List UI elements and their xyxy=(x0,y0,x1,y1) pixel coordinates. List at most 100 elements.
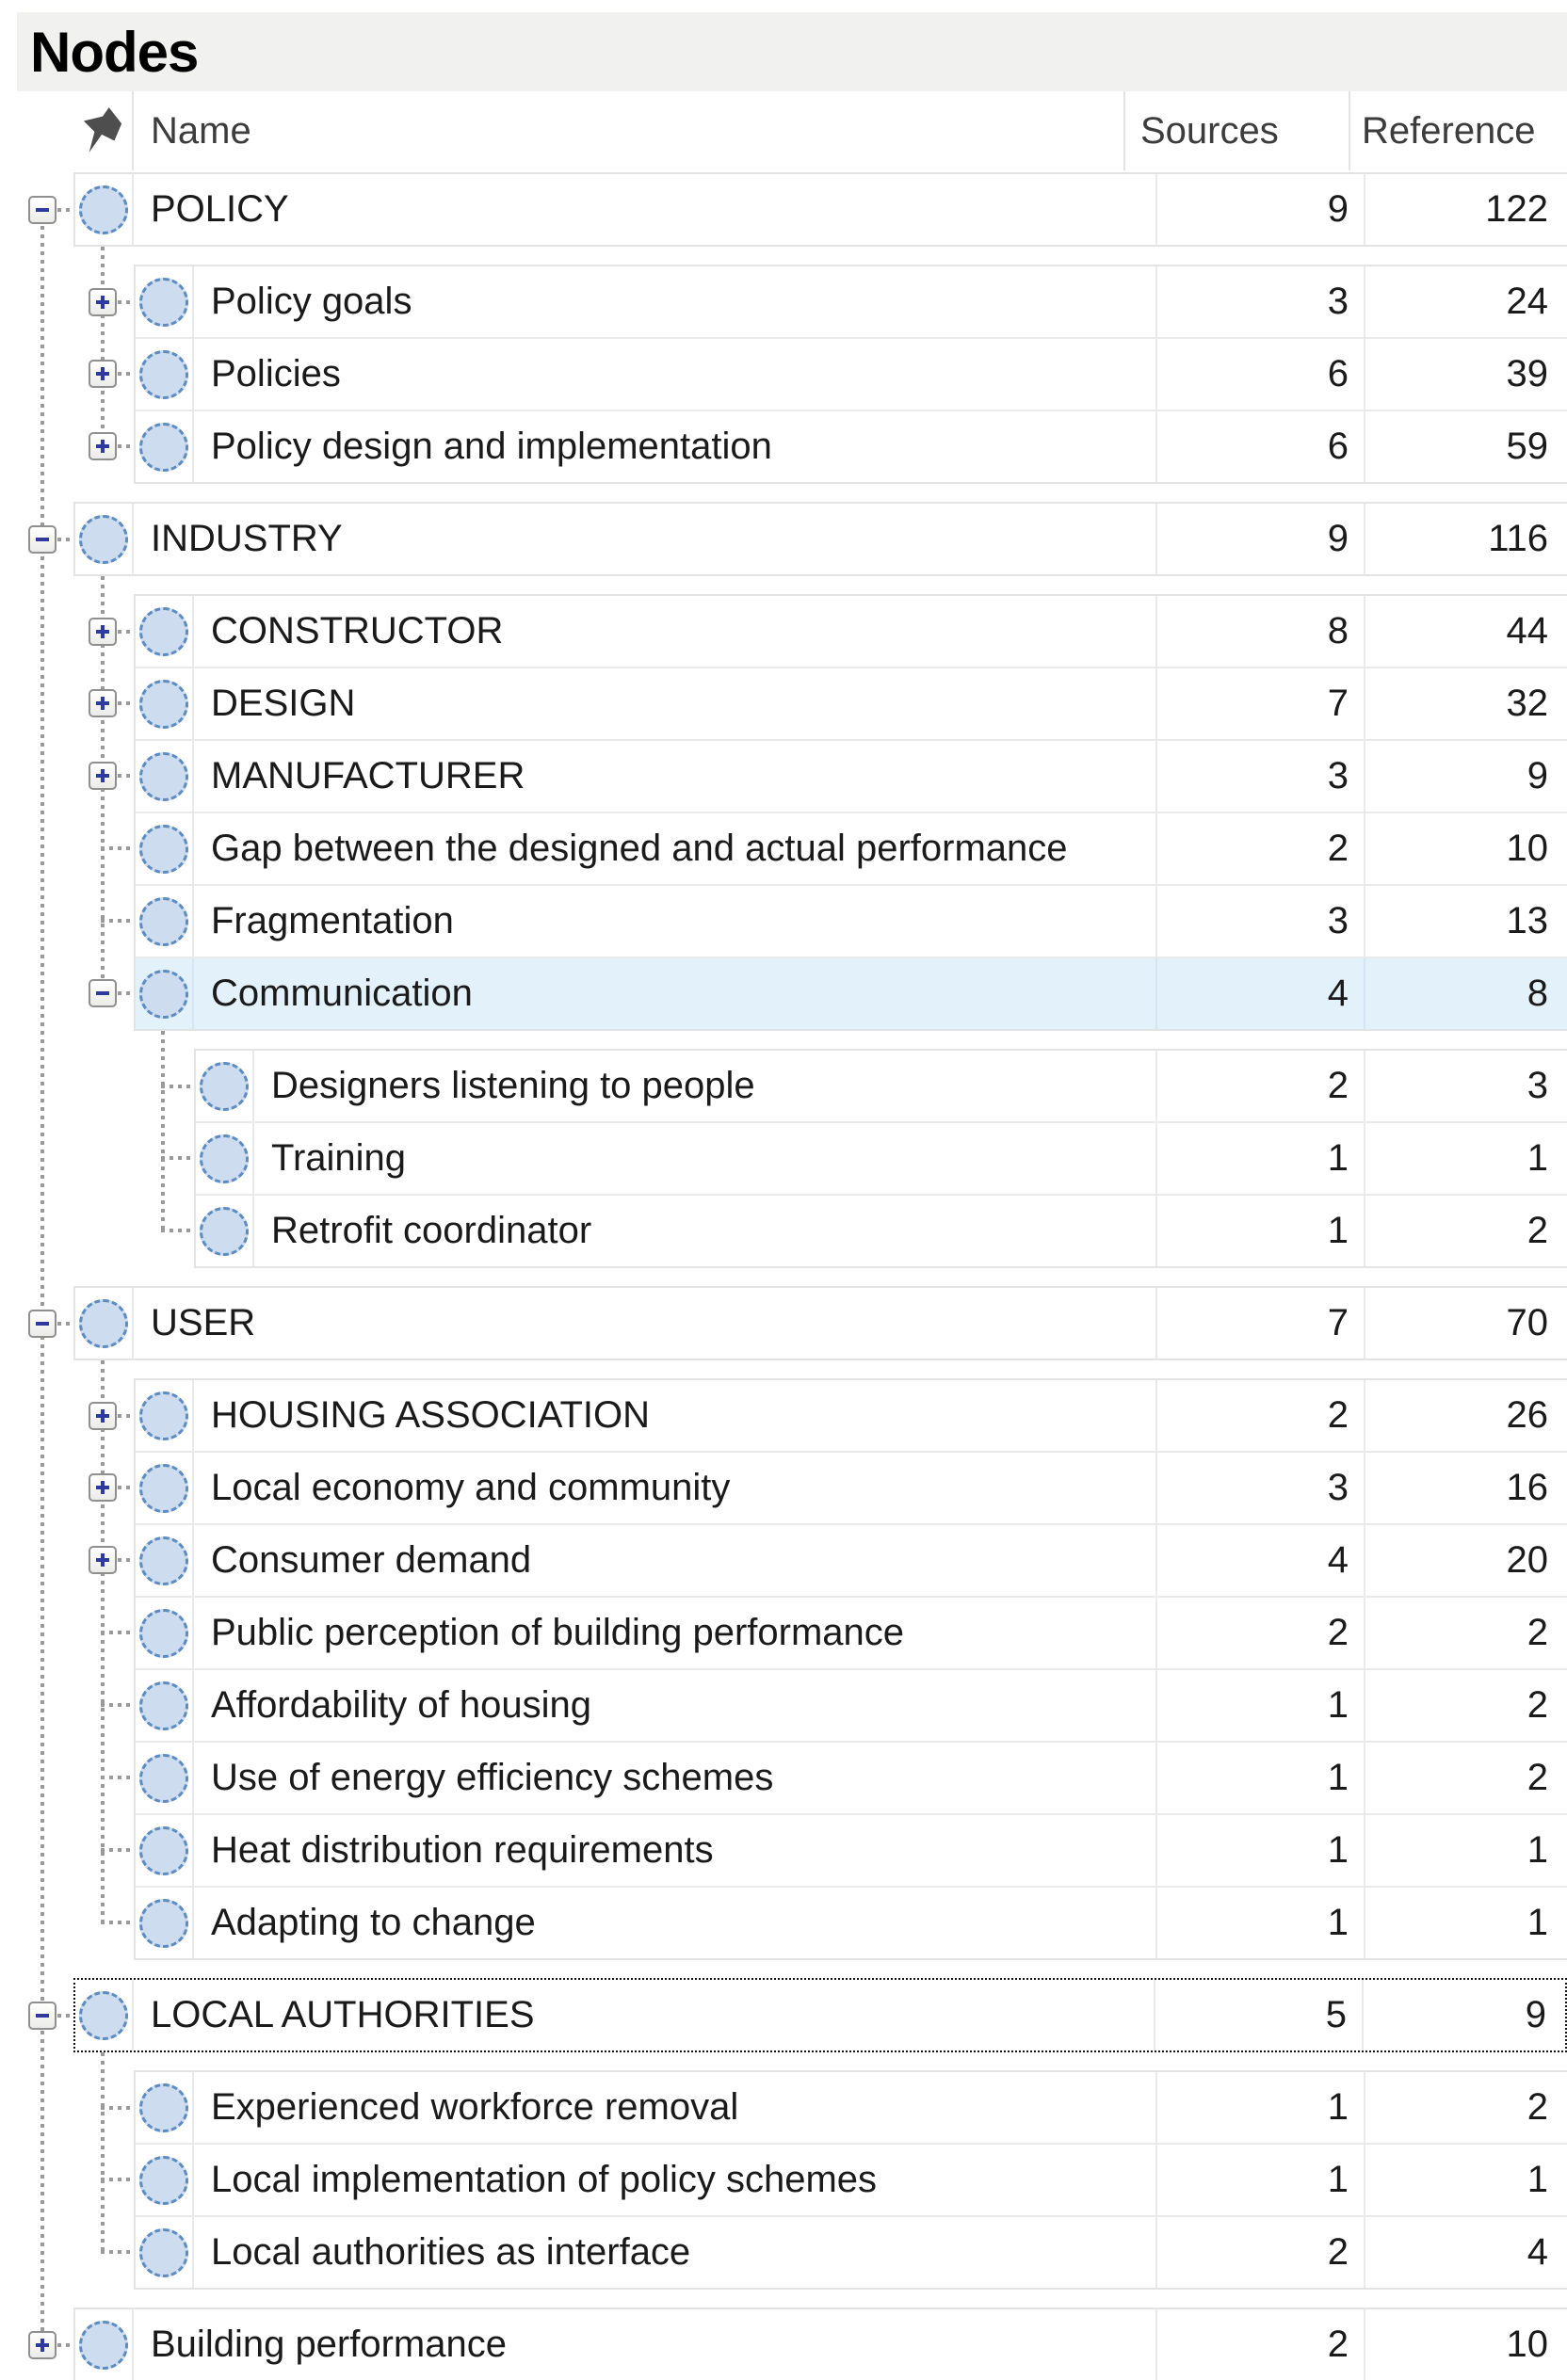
table-row[interactable]: Heat distribution requirements 1 1 xyxy=(136,1813,1567,1886)
expander-plus-button[interactable] xyxy=(89,431,117,460)
expander-minus-button[interactable] xyxy=(28,524,57,554)
node-name: Designers listening to people xyxy=(271,1065,755,1106)
tree-connector-stub xyxy=(161,1084,191,1088)
column-header-sources[interactable]: Sources xyxy=(1123,91,1349,170)
table-row[interactable]: USER 7 70 xyxy=(75,1288,1567,1359)
expander-minus-button[interactable] xyxy=(28,1309,57,1338)
table-row[interactable]: Public perception of building performanc… xyxy=(136,1596,1567,1668)
tree-connector-stub xyxy=(118,443,131,448)
node-sources-value: 1 xyxy=(1155,1743,1364,1813)
node-icon-cell xyxy=(75,2309,134,2380)
table-row[interactable]: Training 1 1 xyxy=(196,1121,1567,1194)
expander-plus-button[interactable] xyxy=(89,761,117,790)
column-header-reference[interactable]: Reference xyxy=(1349,91,1567,170)
expander-glyph xyxy=(36,2013,49,2018)
column-header-row: Name Sources Reference xyxy=(73,91,1567,170)
table-row[interactable]: POLICY 9 122 xyxy=(75,174,1567,245)
node-circle-icon xyxy=(200,1206,249,1256)
expander-plus-button[interactable] xyxy=(28,2330,57,2359)
table-row[interactable]: LOCAL AUTHORITIES 5 9 xyxy=(75,1980,1565,2050)
expander-minus-button[interactable] xyxy=(28,195,57,224)
table-row[interactable]: Local authorities as interface 2 4 xyxy=(136,2215,1567,2288)
node-icon-cell xyxy=(196,1123,254,1194)
node-icon-cell xyxy=(136,1815,194,1886)
tree-connector-stub xyxy=(57,2342,71,2347)
table-row[interactable]: Consumer demand 4 20 xyxy=(136,1523,1567,1596)
node-name: Adapting to change xyxy=(211,1902,536,1943)
table-row[interactable]: Communication 4 8 xyxy=(136,957,1567,1029)
tree-connector-stub xyxy=(101,1702,131,1707)
node-icon-cell xyxy=(136,886,194,957)
table-row[interactable]: Policies 6 39 xyxy=(136,337,1567,410)
table-row[interactable]: Local implementation of policy schemes 1… xyxy=(136,2143,1567,2215)
node-references-value: 9 xyxy=(1364,741,1567,812)
node-references-value: 1 xyxy=(1364,1888,1567,1958)
table-row[interactable]: Policy goals 3 24 xyxy=(136,266,1567,337)
expander-glyph xyxy=(101,624,105,638)
expander-plus-button[interactable] xyxy=(89,1545,117,1574)
node-icon-cell xyxy=(136,411,194,482)
expander-plus-button[interactable] xyxy=(89,617,117,646)
column-header-name[interactable]: Name xyxy=(151,109,251,152)
tree-connector-stub xyxy=(101,1775,131,1779)
node-name: Building performance xyxy=(151,2324,507,2365)
node-circle-icon xyxy=(79,1298,128,1348)
node-sources-value: 3 xyxy=(1155,886,1364,957)
table-row[interactable]: Fragmentation 3 13 xyxy=(136,884,1567,957)
node-references-value: 3 xyxy=(1364,1051,1567,1121)
node-circle-icon xyxy=(139,1825,188,1875)
node-references-value: 44 xyxy=(1364,596,1567,667)
table-row[interactable]: Use of energy efficiency schemes 1 2 xyxy=(136,1741,1567,1813)
tree-connector-stub xyxy=(101,1630,131,1634)
pin-column-header[interactable] xyxy=(73,91,134,170)
node-circle-icon xyxy=(200,1061,249,1111)
node-references-value: 2 xyxy=(1364,1598,1567,1668)
expander-plus-button[interactable] xyxy=(89,688,117,717)
table-row[interactable]: INDUSTRY 9 116 xyxy=(75,504,1567,574)
node-circle-icon xyxy=(139,422,188,472)
tree-connector-stub xyxy=(118,773,131,778)
node-sources-value: 7 xyxy=(1155,1288,1364,1359)
expander-glyph xyxy=(40,2338,44,2352)
node-circle-icon xyxy=(139,1463,188,1513)
node-circle-icon xyxy=(139,2082,188,2132)
expander-plus-button[interactable] xyxy=(89,359,117,388)
table-row[interactable]: Policy design and implementation 6 59 xyxy=(136,410,1567,482)
expander-glyph xyxy=(101,696,105,710)
node-references-value: 10 xyxy=(1364,2309,1567,2380)
node-circle-icon xyxy=(139,606,188,656)
node-name: Public perception of building performanc… xyxy=(211,1612,904,1653)
node-name: Affordability of housing xyxy=(211,1684,591,1726)
detail-view-titlebar: Nodes xyxy=(17,12,1567,91)
table-row[interactable]: MANUFACTURER 3 9 xyxy=(136,739,1567,812)
table-row[interactable]: Affordability of housing 1 2 xyxy=(136,1668,1567,1741)
expander-minus-button[interactable] xyxy=(28,2001,57,2030)
table-row[interactable]: Local economy and community 3 16 xyxy=(136,1451,1567,1523)
expander-plus-button[interactable] xyxy=(89,1401,117,1430)
node-references-value: 2 xyxy=(1364,1196,1567,1266)
node-circle-icon xyxy=(139,824,188,874)
node-sources-value: 4 xyxy=(1155,1525,1364,1596)
node-circle-icon xyxy=(139,1391,188,1440)
table-row[interactable]: HOUSING ASSOCIATION 2 26 xyxy=(136,1380,1567,1451)
table-row[interactable]: Gap between the designed and actual perf… xyxy=(136,812,1567,884)
table-row[interactable]: Designers listening to people 2 3 xyxy=(196,1051,1567,1121)
table-row[interactable]: Adapting to change 1 1 xyxy=(136,1886,1567,1958)
table-row[interactable]: Experienced workforce removal 1 2 xyxy=(136,2072,1567,2143)
node-icon-cell xyxy=(136,1743,194,1813)
expander-minus-button[interactable] xyxy=(89,978,117,1007)
node-name: USER xyxy=(151,1302,256,1343)
node-name: Consumer demand xyxy=(211,1539,532,1581)
table-row[interactable]: Building performance 2 10 xyxy=(75,2309,1567,2380)
node-references-value: 2 xyxy=(1364,1670,1567,1741)
node-icon-cell xyxy=(136,813,194,884)
table-row[interactable]: Retrofit coordinator 1 2 xyxy=(196,1194,1567,1266)
node-circle-icon xyxy=(139,1898,188,1948)
table-row[interactable]: CONSTRUCTOR 8 44 xyxy=(136,596,1567,667)
expander-plus-button[interactable] xyxy=(89,1472,117,1502)
node-sources-value: 9 xyxy=(1155,174,1364,245)
table-row[interactable]: DESIGN 7 32 xyxy=(136,667,1567,739)
node-sources-value: 1 xyxy=(1155,2072,1364,2143)
node-name: HOUSING ASSOCIATION xyxy=(211,1394,650,1436)
expander-plus-button[interactable] xyxy=(89,287,117,316)
